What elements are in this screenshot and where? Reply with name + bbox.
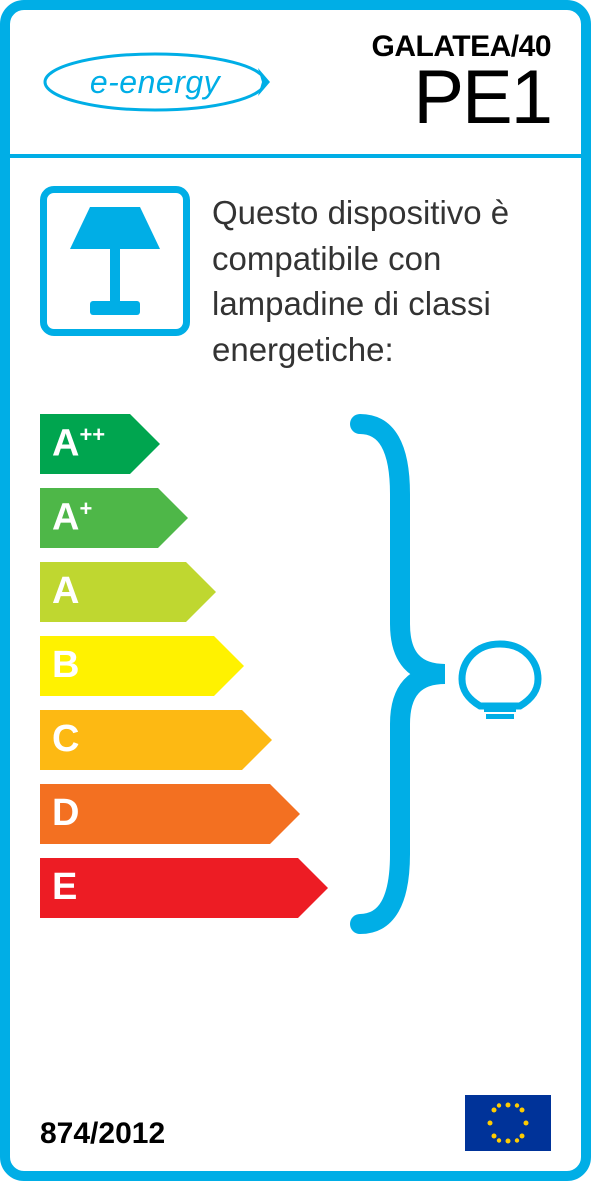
footer: 874/2012 xyxy=(40,1095,551,1151)
brand-logo: e-energy xyxy=(40,30,270,116)
energy-class-row: A+ xyxy=(40,488,581,548)
energy-class-row: D xyxy=(40,784,581,844)
energy-scale: A++ A+ A B C D E xyxy=(10,414,581,954)
model-info: GALATEA/40 PE1 xyxy=(372,30,551,136)
energy-class-label: B xyxy=(52,644,79,687)
model-code: PE1 xyxy=(372,60,551,136)
compatibility-text: Questo dispositivo è compatibile con lam… xyxy=(212,186,551,372)
bulb-icon xyxy=(450,634,550,724)
energy-class-label: A xyxy=(52,570,79,613)
lamp-icon xyxy=(60,201,170,321)
energy-class-label: E xyxy=(52,866,77,909)
energy-class-label: C xyxy=(52,718,79,761)
energy-class-row: A xyxy=(40,562,581,622)
energy-class-row: E xyxy=(40,858,581,918)
info-row: Questo dispositivo è compatibile con lam… xyxy=(10,158,581,372)
energy-class-label: D xyxy=(52,792,79,835)
brand-logo-text: e-energy xyxy=(40,64,270,101)
energy-label: e-energy GALATEA/40 PE1 Questo dispositi… xyxy=(0,0,591,1181)
energy-class-label: A++ xyxy=(52,422,105,466)
lamp-indicator-box xyxy=(40,186,190,336)
energy-class-label: A+ xyxy=(52,496,92,540)
eu-flag-icon xyxy=(465,1095,551,1151)
regulation-number: 874/2012 xyxy=(40,1117,165,1151)
energy-class-row: A++ xyxy=(40,414,581,474)
header: e-energy GALATEA/40 PE1 xyxy=(10,10,581,158)
